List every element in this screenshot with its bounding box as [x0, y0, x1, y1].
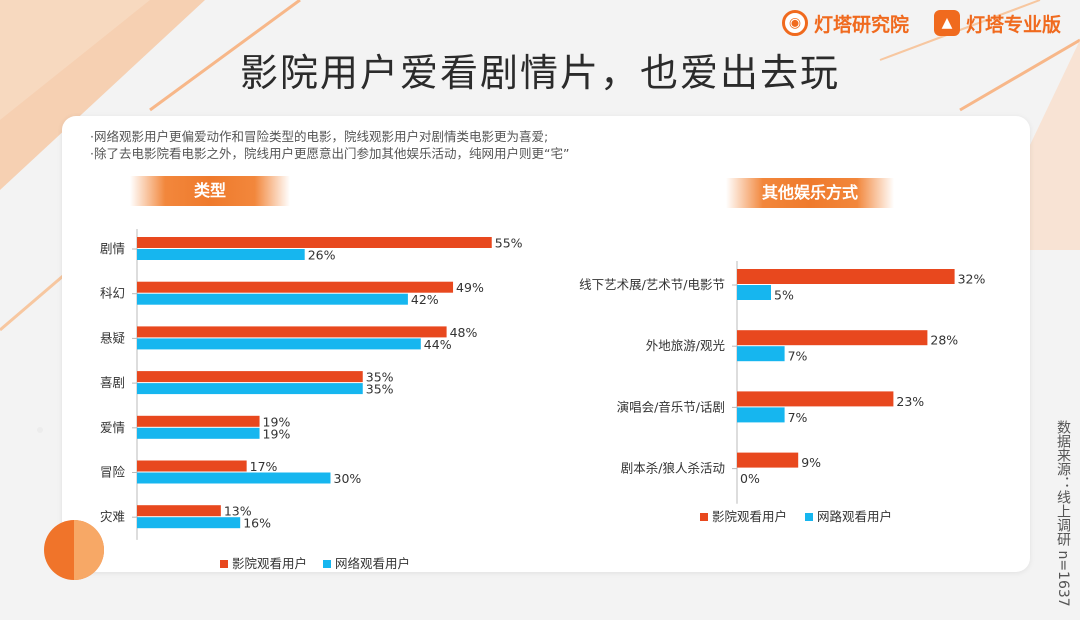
corner-circle-decoration: [44, 520, 104, 580]
data-label: 48%: [450, 325, 478, 340]
legend-label: 影院观看用户: [712, 509, 787, 524]
bar-series-2: [737, 285, 771, 300]
page-title: 影院用户爱看剧情片，也爱出去玩: [239, 51, 840, 95]
bar-series-1: [737, 330, 928, 346]
bar-series-2: [137, 338, 421, 350]
category-label: 剧情: [100, 241, 125, 256]
legend-swatch: [323, 560, 331, 568]
note-line: ·网络观影用户更偏爱动作和冒险类型的电影，院线观影用户对剧情类电影更为喜爱;: [90, 129, 549, 144]
data-label: 0%: [740, 471, 760, 486]
data-label: 16%: [243, 516, 271, 531]
data-label: 9%: [801, 455, 821, 470]
legend-swatch: [805, 513, 813, 521]
bar-series-2: [137, 293, 408, 305]
category-label: 灾难: [100, 509, 125, 524]
category-label: 科幻: [100, 286, 125, 301]
bar-series-2: [737, 407, 785, 423]
legend-label: 网络观看用户: [335, 556, 410, 571]
bar-series-1: [737, 452, 799, 468]
bar-series-2: [137, 427, 260, 439]
category-label: 喜剧: [100, 375, 125, 390]
brand-research: ◉ 灯塔研究院: [782, 8, 909, 38]
data-label: 44%: [424, 337, 452, 352]
chart-genre-title: 类型: [130, 176, 290, 206]
category-label: 外地旅游/观光: [646, 338, 725, 353]
category-label: 爱情: [100, 420, 125, 435]
data-label: 17%: [250, 459, 278, 474]
bar-series-1: [137, 237, 492, 248]
data-label: 23%: [896, 394, 924, 409]
bar-series-1: [137, 371, 363, 383]
category-label: 线下艺术展/艺术节/电影节: [579, 277, 725, 292]
brand-pro-name: 灯塔专业版: [966, 13, 1062, 36]
note-line: ·除了去电影院看电影之外，院线用户更愿意出门参加其他娱乐活动，纯网用户则更“宅”: [90, 146, 570, 161]
bar-series-1: [137, 326, 447, 338]
category-label: 冒险: [100, 465, 126, 480]
data-source: 数据来源：线上调研 n=1637: [1055, 420, 1071, 607]
bar-series-2: [137, 249, 305, 260]
chart-leisure-title: 其他娱乐方式: [726, 178, 894, 208]
data-label: 13%: [224, 504, 252, 519]
bar-series-2: [137, 517, 241, 529]
data-label: 49%: [456, 280, 484, 295]
leisure-bar-chart: 线下艺术展/艺术节/电影节 32% 5% 外地旅游/观光 28% 7% 演唱会/音乐节/话剧…: [579, 261, 986, 524]
data-label: 55%: [495, 236, 523, 251]
data-label: 42%: [411, 292, 439, 307]
data-label: 35%: [366, 382, 394, 397]
bar-series-1: [137, 415, 260, 427]
bar-series-1: [137, 460, 247, 472]
bar-series-1: [137, 281, 454, 293]
legend-label: 影院观看用户: [232, 556, 307, 571]
data-label: 7%: [788, 410, 808, 425]
category-label: 悬疑: [100, 330, 126, 345]
data-label: 32%: [958, 272, 986, 287]
data-label: 19%: [263, 414, 291, 429]
category-label: 剧本杀/狼人杀活动: [621, 461, 725, 476]
data-label: 5%: [774, 288, 794, 303]
bar-series-2: [137, 472, 331, 484]
data-label: 28%: [930, 333, 958, 348]
data-label: 35%: [366, 370, 394, 385]
bar-series-1: [737, 391, 894, 407]
data-label: 30%: [334, 471, 362, 486]
legend-swatch: [700, 513, 708, 521]
genre-bar-chart: 剧情 55% 26% 科幻 49% 42% 悬疑 48%44% 喜剧 35%35% 爱情 19%19%…: [100, 229, 523, 571]
summary-notes: ·网络观影用户更偏爱动作和冒险类型的电影，院线观影用户对剧情类电影更为喜爱; ·…: [90, 128, 569, 162]
brand-research-name: 灯塔研究院: [814, 13, 910, 36]
bar-series-1: [737, 269, 955, 284]
category-label: 演唱会/音乐节/话剧: [617, 399, 725, 414]
legend-swatch: [220, 560, 228, 568]
lighthouse-logo-icon: ▲: [934, 10, 960, 36]
magnifier-logo-icon: ◉: [782, 10, 808, 36]
bar-series-2: [737, 346, 785, 362]
data-label: 19%: [263, 426, 291, 441]
brand-pro: ▲ 灯塔专业版: [934, 8, 1061, 38]
data-label: 26%: [308, 248, 336, 263]
data-label: 7%: [788, 349, 808, 364]
bar-series-1: [137, 505, 221, 517]
bar-series-2: [137, 383, 363, 395]
legend-label: 网路观看用户: [817, 509, 892, 524]
